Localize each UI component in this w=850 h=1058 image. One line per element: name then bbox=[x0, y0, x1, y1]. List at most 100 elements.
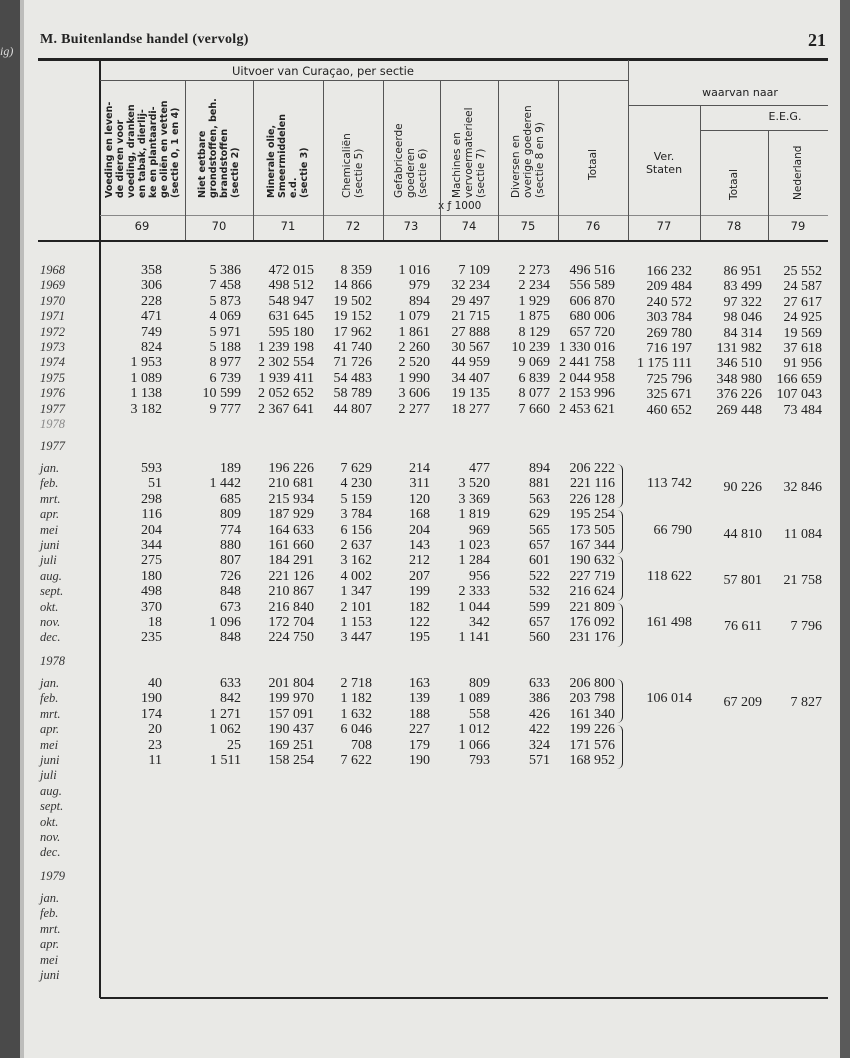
table-cell: 7 622 bbox=[340, 753, 373, 768]
table-cell: 190 bbox=[409, 753, 430, 768]
table-cell: 172 704 bbox=[268, 615, 315, 630]
table-cell: 386 bbox=[529, 691, 550, 707]
table-cell: 164 633 bbox=[268, 522, 315, 538]
table-cell: 221 809 bbox=[569, 599, 616, 615]
table-cell: 2 273 bbox=[518, 263, 551, 278]
table-cell: 27 888 bbox=[451, 324, 491, 340]
row-label-year: 1978 bbox=[40, 654, 65, 668]
table-cell: 1 141 bbox=[458, 630, 491, 646]
table-cell: 1 023 bbox=[458, 538, 491, 553]
column-header-75: Diversen en overige goederen (sectie 8 e… bbox=[510, 105, 546, 198]
table-cell: 303 784 bbox=[646, 310, 693, 326]
column-divider bbox=[558, 80, 559, 240]
table-cell: 344 bbox=[141, 538, 162, 553]
table-cell: 498 bbox=[141, 584, 162, 600]
table-cell: 166 659 bbox=[776, 371, 823, 387]
table-cell: 325 671 bbox=[646, 387, 693, 403]
row-label-month: juli bbox=[40, 553, 57, 568]
table-cell: 631 645 bbox=[268, 309, 315, 325]
table-cell: 23 bbox=[148, 737, 162, 753]
waarvan-naar-label: waarvan naar bbox=[702, 86, 778, 99]
column-header-76: Totaal bbox=[587, 149, 599, 180]
row-label-year: 1976 bbox=[40, 386, 65, 401]
quarter-brace bbox=[617, 464, 623, 509]
table-cell: 1 953 bbox=[130, 355, 163, 371]
waarvan-underline bbox=[628, 105, 828, 106]
table-cell: 168 952 bbox=[569, 753, 616, 768]
table-cell: 2 052 652 bbox=[258, 386, 314, 402]
table-cell: 167 344 bbox=[569, 538, 616, 553]
table-cell: 548 947 bbox=[268, 293, 315, 309]
column-number: 78 bbox=[726, 219, 742, 233]
table-cell: 176 092 bbox=[569, 615, 616, 630]
title-underline bbox=[100, 80, 628, 81]
row-label-month: dec. bbox=[40, 845, 61, 860]
table-cell: 311 bbox=[409, 476, 430, 492]
table-cell: 5 188 bbox=[209, 340, 242, 355]
page-edge bbox=[20, 0, 24, 1058]
table-cell: 84 314 bbox=[723, 325, 763, 341]
row-label-month: mrt. bbox=[40, 921, 61, 936]
table-cell: 726 bbox=[220, 568, 241, 584]
row-label-month: aug. bbox=[40, 568, 62, 583]
quarter-cell: 57 801 bbox=[723, 572, 763, 588]
quarter-cell: 44 810 bbox=[723, 526, 763, 542]
table-cell: 1 347 bbox=[340, 584, 373, 600]
table-cell: 2 453 621 bbox=[559, 401, 615, 417]
table-cell: 189 bbox=[220, 461, 241, 476]
table-cell: 29 497 bbox=[451, 293, 491, 309]
column-number: 75 bbox=[520, 219, 536, 233]
table-cell: 6 739 bbox=[209, 370, 242, 386]
table-cell: 1 153 bbox=[340, 615, 373, 630]
table-cell: 3 162 bbox=[340, 553, 373, 569]
table-cell: 725 796 bbox=[646, 371, 693, 387]
table-cell: 221 126 bbox=[268, 568, 315, 584]
table-cell: 54 483 bbox=[333, 370, 373, 386]
table-cell: 657 bbox=[529, 538, 550, 553]
row-label-year: 1971 bbox=[40, 309, 65, 324]
eeg-underline bbox=[700, 130, 828, 131]
running-head: M. Buitenlandse handel (vervolg) bbox=[40, 32, 249, 47]
row-label-month: mei bbox=[40, 737, 59, 752]
row-label-month: jan. bbox=[40, 676, 60, 690]
table-cell: 571 bbox=[529, 753, 550, 768]
table-cell: 207 bbox=[409, 568, 430, 584]
table-cell: 40 bbox=[148, 676, 162, 691]
table-cell: 477 bbox=[469, 461, 490, 476]
table-cell: 809 bbox=[220, 507, 241, 523]
table-cell: 171 576 bbox=[569, 737, 616, 753]
row-label-year: 1969 bbox=[40, 278, 65, 293]
column-number: 70 bbox=[211, 219, 227, 233]
table-cell: 224 750 bbox=[268, 630, 315, 646]
table-cell: 556 589 bbox=[569, 278, 616, 294]
table-cell: 214 bbox=[409, 461, 430, 476]
table-cell: 593 bbox=[141, 461, 162, 476]
column-divider bbox=[383, 80, 384, 240]
column-divider bbox=[700, 105, 701, 240]
table-cell: 848 bbox=[220, 584, 241, 600]
table-cell: 5 159 bbox=[340, 491, 373, 507]
column-header-74: Machines en vervoermaterieel (sectie 7) bbox=[451, 107, 487, 198]
table-cell: 848 bbox=[220, 630, 241, 646]
table-cell: 166 232 bbox=[646, 264, 693, 279]
table-cell: 9 069 bbox=[518, 355, 551, 371]
column-divider bbox=[440, 80, 441, 240]
table-cell: 227 719 bbox=[569, 568, 616, 584]
table-cell: 210 867 bbox=[268, 584, 315, 600]
table-cell: 157 091 bbox=[268, 706, 315, 722]
table-cell: 179 bbox=[409, 737, 430, 753]
table-cell: 139 bbox=[409, 691, 430, 707]
table-cell: 231 176 bbox=[569, 630, 616, 646]
row-label-month: mrt. bbox=[40, 706, 61, 721]
quarter-brace bbox=[617, 602, 623, 647]
table-cell: 1 861 bbox=[398, 324, 431, 340]
colnum-rule bbox=[100, 215, 828, 216]
table-cell: 221 116 bbox=[570, 476, 615, 492]
table-cell: 235 bbox=[141, 630, 162, 646]
table-cell: 226 128 bbox=[569, 491, 616, 507]
table-cell: 27 617 bbox=[783, 294, 823, 310]
table-cell: 187 929 bbox=[268, 507, 315, 523]
row-label-month: aug. bbox=[40, 783, 62, 798]
row-label-year: 1974 bbox=[40, 355, 65, 370]
row-label-month: jan. bbox=[40, 461, 60, 475]
